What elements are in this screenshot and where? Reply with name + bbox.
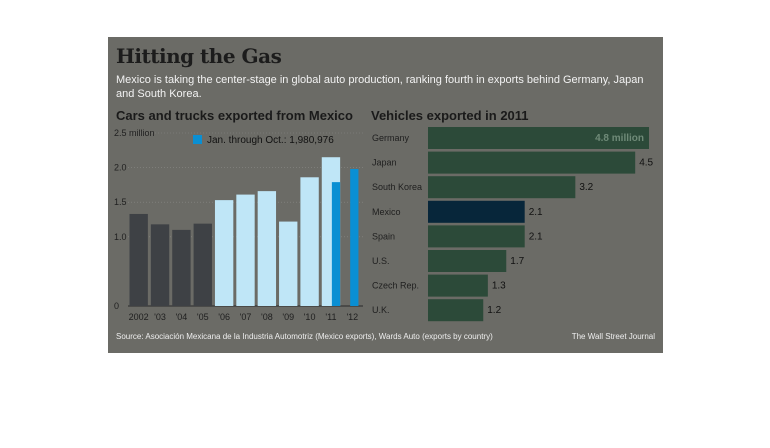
country-label: Czech Rep. bbox=[372, 281, 419, 291]
bar-annual bbox=[193, 223, 212, 306]
y-tick-label: 2.5 million bbox=[114, 128, 155, 138]
bar-annual bbox=[279, 221, 298, 306]
mexico-exports-chart-title: Cars and trucks exported from Mexico bbox=[116, 108, 353, 123]
bar-annual bbox=[300, 177, 319, 306]
country-bar bbox=[428, 274, 488, 297]
country-bar bbox=[428, 151, 636, 174]
country-value-label: 1.2 bbox=[487, 305, 501, 316]
source-note: Source: Asociación Mexicana de la Indust… bbox=[116, 332, 493, 341]
x-tick-label: '12 bbox=[346, 312, 358, 322]
x-tick-label: '05 bbox=[197, 312, 209, 322]
x-tick-label: '03 bbox=[154, 312, 166, 322]
country-bar bbox=[428, 127, 649, 149]
x-tick-label: '09 bbox=[282, 312, 294, 322]
bar-annual bbox=[172, 229, 191, 306]
x-tick-label: '10 bbox=[304, 312, 316, 322]
country-bar bbox=[428, 225, 525, 248]
x-tick-label: '08 bbox=[261, 312, 273, 322]
country-bar bbox=[428, 176, 576, 199]
country-exports-chart-title: Vehicles exported in 2011 bbox=[371, 108, 529, 123]
country-label: South Korea bbox=[372, 182, 422, 192]
bar-jan-oct bbox=[350, 168, 359, 306]
bar-annual bbox=[236, 194, 255, 306]
country-label: Mexico bbox=[372, 207, 401, 217]
bar-annual bbox=[214, 200, 234, 306]
credit-note: The Wall Street Journal bbox=[571, 332, 655, 341]
country-value-label: 1.3 bbox=[492, 281, 506, 292]
y-tick-label: 2.0 bbox=[114, 163, 127, 173]
bar-annual bbox=[129, 213, 148, 306]
bar-annual bbox=[150, 224, 170, 306]
country-value-label: 3.2 bbox=[579, 182, 593, 193]
country-label: Germany bbox=[372, 133, 410, 143]
country-value-label: 2.1 bbox=[529, 231, 543, 242]
country-bar bbox=[428, 200, 525, 223]
country-bar bbox=[428, 299, 484, 322]
y-tick-label: 1.0 bbox=[114, 232, 127, 242]
charts-svg: 0 1.0 1.5 2.0 2.5 million 2002 '03 '04 '05 '06 '07… bbox=[114, 127, 654, 322]
country-value-label: 1.7 bbox=[510, 256, 524, 267]
country-label: Japan bbox=[372, 158, 397, 168]
country-label: Spain bbox=[372, 231, 395, 241]
y-tick-label: 1.5 bbox=[114, 197, 127, 207]
chart-panel: Hitting the Gas Mexico is taking the cen… bbox=[108, 37, 663, 353]
country-label: U.K. bbox=[372, 305, 390, 315]
x-tick-label: '07 bbox=[240, 312, 252, 322]
x-tick-label: 2002 bbox=[129, 312, 149, 322]
x-tick-label: '11 bbox=[325, 312, 336, 322]
country-bar bbox=[428, 250, 507, 272]
y-tick-label: 0 bbox=[114, 301, 119, 311]
x-tick-label: '04 bbox=[176, 312, 188, 322]
country-label: U.S. bbox=[372, 256, 390, 266]
legend-label: Jan. through Oct.: 1,980,976 bbox=[207, 135, 334, 146]
bar-annual bbox=[257, 191, 277, 306]
country-value-label: 4.8 million bbox=[595, 133, 644, 144]
legend-swatch bbox=[193, 135, 202, 144]
x-tick-label: '06 bbox=[218, 312, 230, 322]
country-value-label: 4.5 bbox=[639, 158, 653, 169]
page-subtitle: Mexico is taking the center-stage in glo… bbox=[116, 74, 644, 100]
bar-jan-oct bbox=[331, 182, 341, 306]
page-title: Hitting the Gas bbox=[116, 44, 282, 68]
country-value-label: 2.1 bbox=[529, 207, 543, 218]
